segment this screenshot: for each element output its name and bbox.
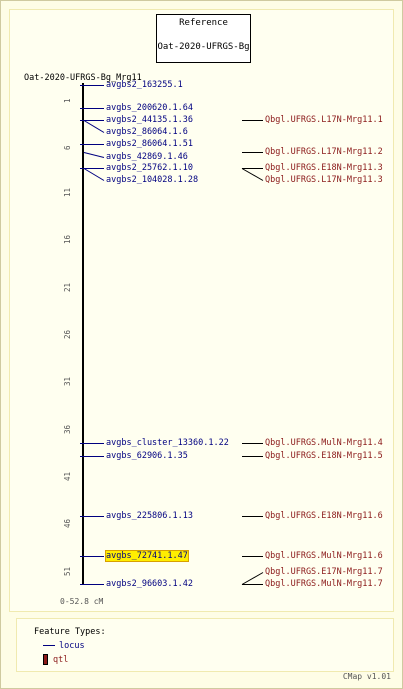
qtl-label[interactable]: Qbgl.UFRGS.E18N-Mrg11.6 [265,511,383,521]
qtl-bar-icon [43,654,48,665]
feature-types-legend: Feature Types: locus qtl [16,618,394,672]
locus-label[interactable]: avgbs2_86064.1.51 [106,139,193,149]
qtl-label[interactable]: Qbgl.UFRGS.E18N-Mrg11.3 [265,163,383,173]
map-axis[interactable] [82,83,84,585]
cmap-version: CMap v1.01 [342,672,391,681]
locus-label[interactable]: avgbs_200620.1.64 [106,103,193,113]
locus-label[interactable]: avgbs2_44135.1.36 [106,115,193,125]
qtl-label[interactable]: Qbgl.UFRGS.L17N-Mrg11.1 [265,115,383,125]
legend-locus-row: locus [43,641,85,651]
legend-qtl-label: qtl [53,655,69,665]
qtl-line [241,572,264,585]
locus-line [83,120,105,133]
qtl-label[interactable]: Qbgl.UFRGS.E17N-Mrg11.7 [265,567,383,577]
legend-locus-label: locus [59,641,85,651]
legend-title: Feature Types: [34,627,106,637]
locus-label[interactable]: avgbs2_25762.1.10 [106,163,193,173]
locus-label[interactable]: avgbs2_104028.1.28 [106,175,199,185]
legend-qtl-row: qtl [43,654,68,665]
locus-label[interactable]: avgbs2_96603.1.42 [106,579,193,589]
reference-map-name[interactable]: Oat-2020-UFRGS-Bg [157,42,250,52]
qtl-label[interactable]: Qbgl.UFRGS.MulN-Mrg11.7 [265,579,383,589]
locus-label[interactable]: avgbs2_163255.1 [106,80,183,90]
reference-box[interactable]: Reference Oat-2020-UFRGS-Bg [156,14,251,63]
reference-title: Reference [179,18,228,28]
map-panel [9,9,394,612]
qtl-label[interactable]: Qbgl.UFRGS.L17N-Mrg11.2 [265,147,383,157]
locus-label-highlighted[interactable]: avgbs_72741.1.47 [105,550,189,562]
map-title[interactable]: Oat-2020-UFRGS-Bg_Mrg11 [24,73,142,83]
locus-label[interactable]: avgbs_225806.1.13 [106,511,193,521]
qtl-label[interactable]: Qbgl.UFRGS.L17N-Mrg11.3 [265,175,383,185]
locus-line-icon [43,645,55,646]
qtl-line [241,168,264,181]
map-range-label: 0-52.8 cM [60,597,104,606]
locus-line [83,152,105,158]
locus-label[interactable]: avgbs2_86064.1.6 [106,127,188,137]
qtl-label[interactable]: Qbgl.UFRGS.MulN-Mrg11.6 [265,551,383,561]
qtl-label[interactable]: Qbgl.UFRGS.MulN-Mrg11.4 [265,438,383,448]
qtl-label[interactable]: Qbgl.UFRGS.E18N-Mrg11.5 [265,451,383,461]
locus-line [83,168,105,181]
locus-label[interactable]: avgbs_cluster_13360.1.22 [106,438,229,448]
locus-label[interactable]: avgbs_62906.1.35 [106,451,188,461]
locus-label[interactable]: avgbs_42869.1.46 [106,152,188,162]
